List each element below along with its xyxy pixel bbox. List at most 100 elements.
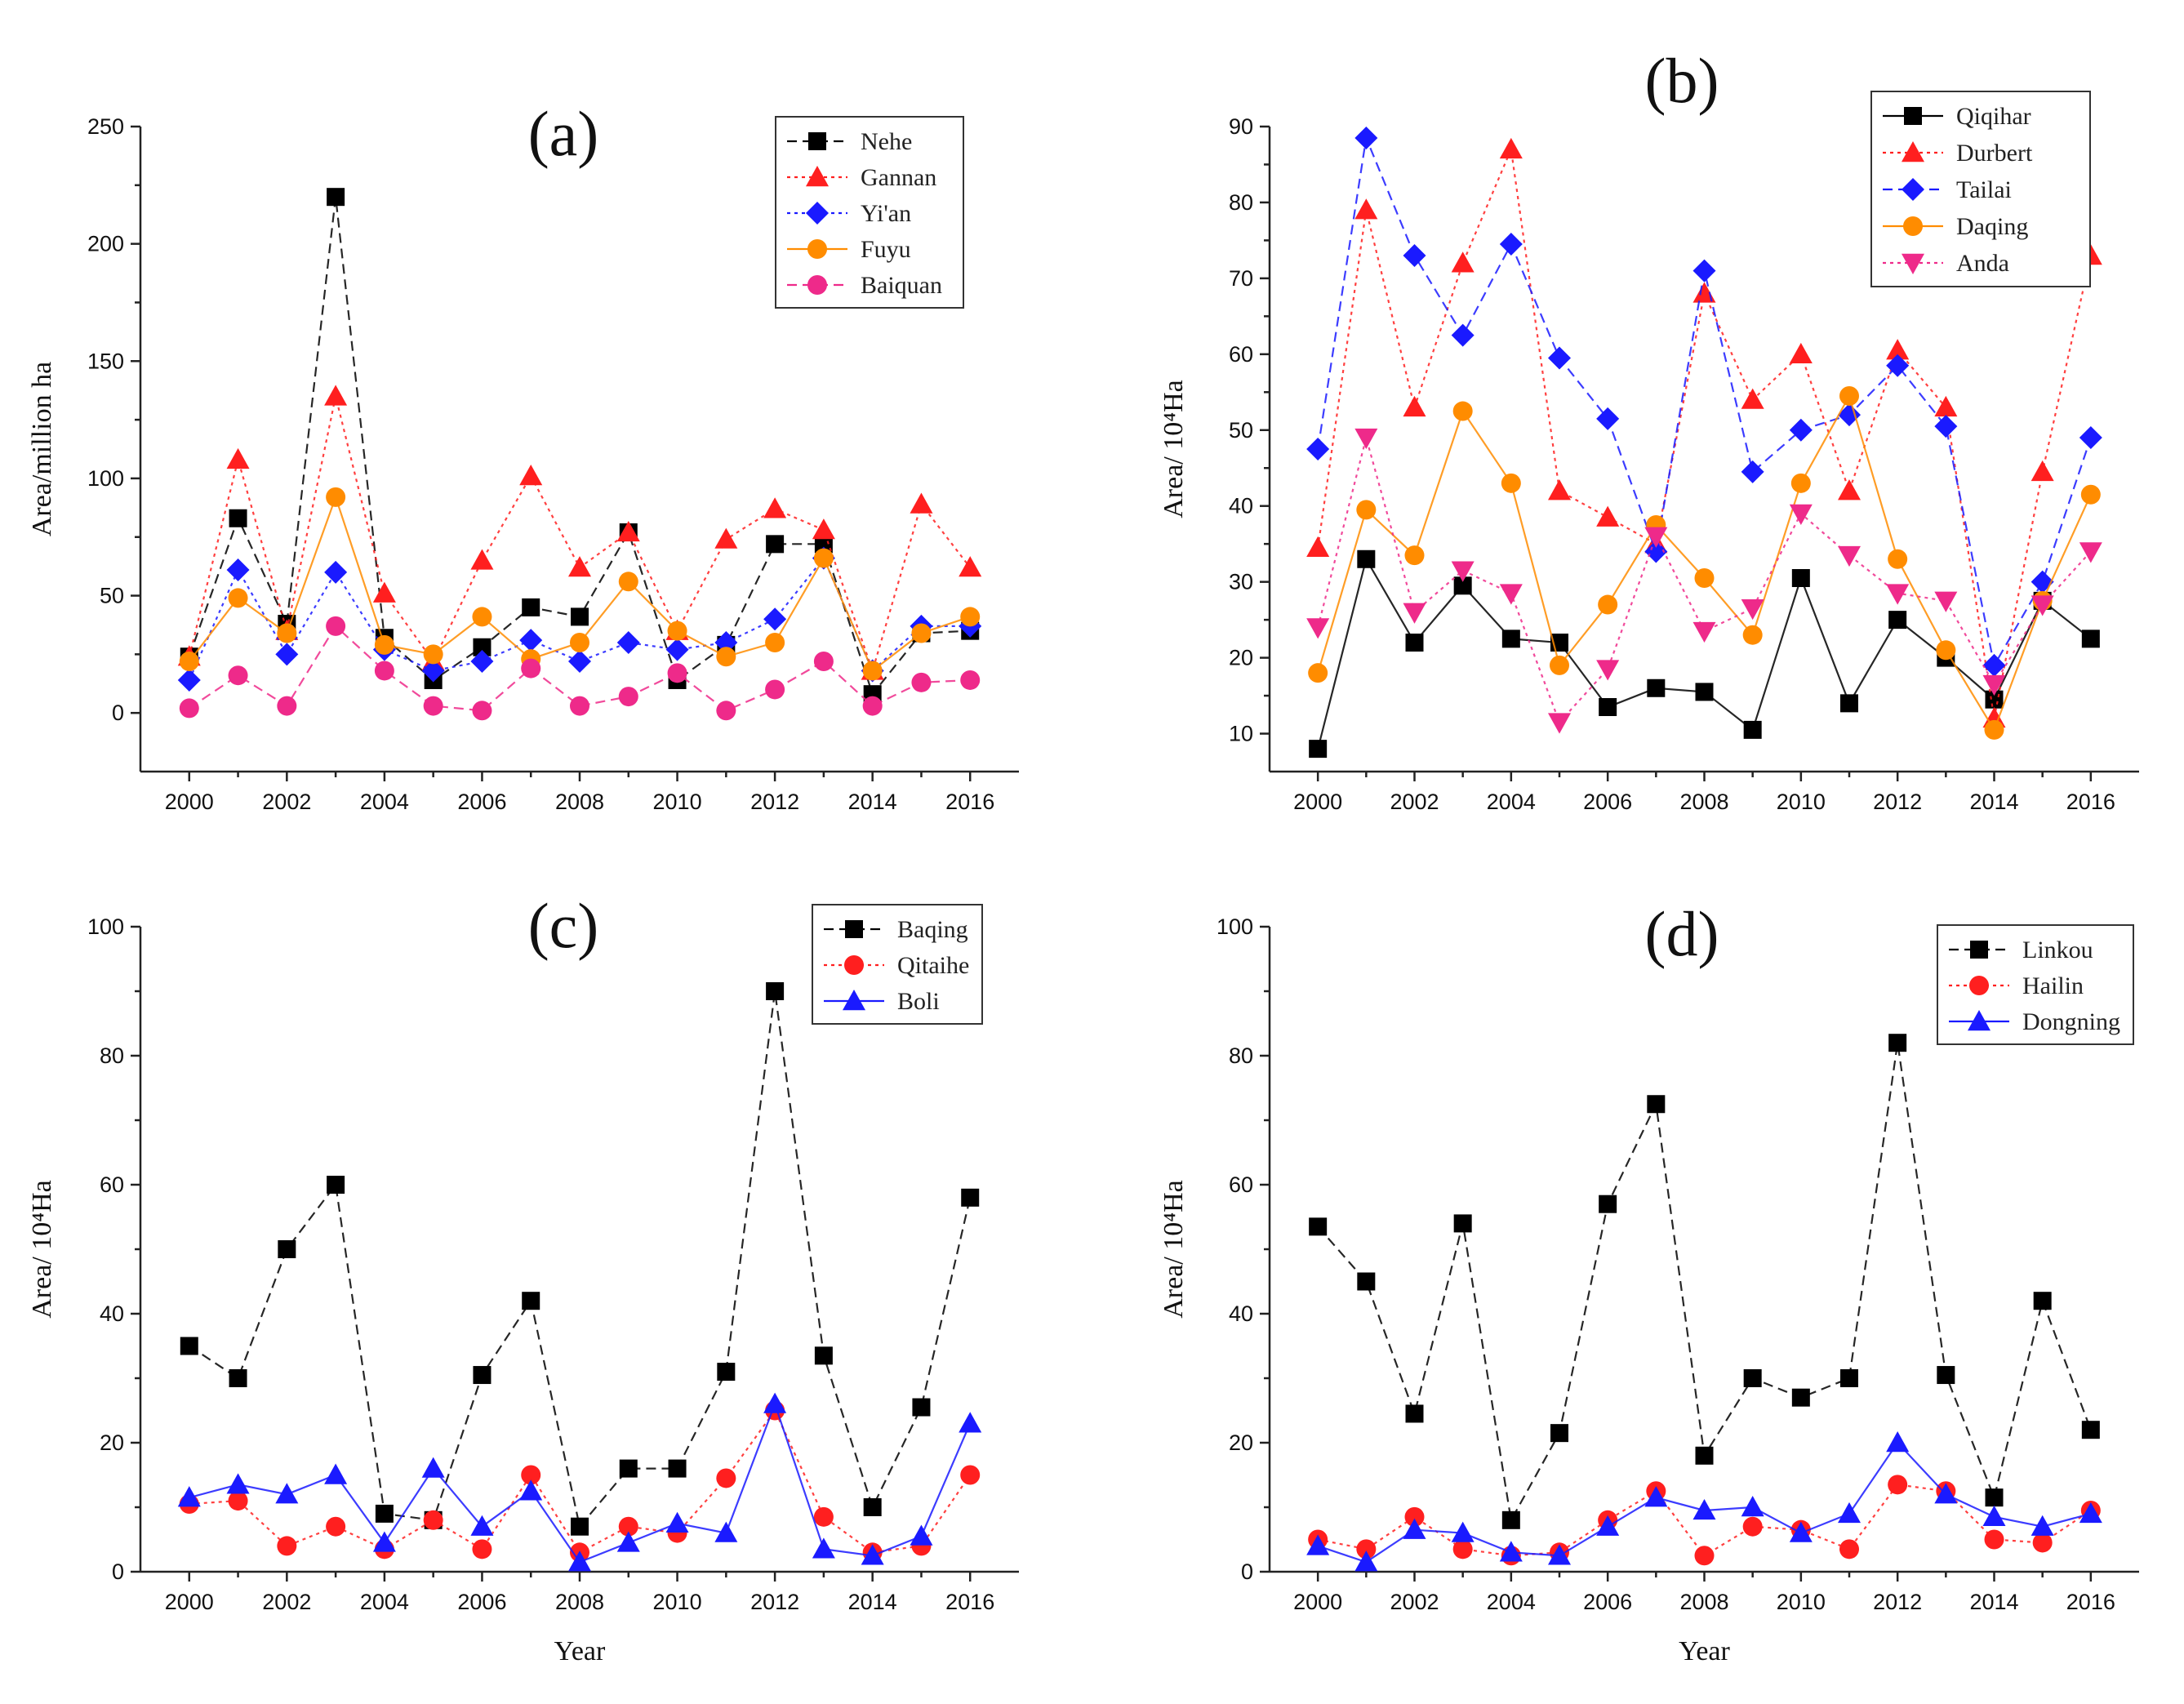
data-point bbox=[2080, 484, 2101, 505]
series-anda bbox=[1306, 428, 2102, 734]
data-point bbox=[568, 556, 591, 577]
data-point bbox=[861, 1544, 884, 1565]
legend: Linkou Hailin Dongning bbox=[1937, 924, 2134, 1045]
data-point bbox=[714, 527, 738, 549]
data-point bbox=[1499, 137, 1523, 159]
x-axis-title: Year bbox=[554, 1636, 606, 1666]
data-point bbox=[1934, 1483, 1958, 1504]
data-point bbox=[1695, 683, 1714, 701]
data-point bbox=[2081, 630, 2100, 648]
series-boli bbox=[177, 1392, 982, 1572]
data-point bbox=[1886, 1431, 1910, 1453]
data-point bbox=[1403, 603, 1426, 624]
data-point bbox=[470, 549, 494, 570]
legend: Nehe Gannan Yi'an Fuyu Baiquan bbox=[775, 116, 964, 309]
data-point bbox=[812, 1537, 835, 1559]
legend-label: Gannan bbox=[861, 164, 936, 191]
series-line bbox=[188, 556, 971, 681]
x-tick-label: 2012 bbox=[750, 790, 799, 814]
y-tick-label: 0 bbox=[112, 1559, 124, 1584]
legend-marker bbox=[1902, 253, 1924, 274]
y-tick-label: 60 bbox=[1229, 1172, 1253, 1197]
y-tick-label: 50 bbox=[1229, 418, 1253, 443]
data-point bbox=[862, 661, 883, 681]
data-point bbox=[1354, 428, 1378, 450]
data-point bbox=[470, 1515, 494, 1536]
y-tick-label: 80 bbox=[1229, 190, 1253, 215]
data-point bbox=[1888, 1034, 1907, 1052]
data-point bbox=[472, 607, 492, 627]
data-point bbox=[1306, 438, 1330, 460]
legend-label: Daqing bbox=[1956, 213, 2028, 240]
y-tick-label: 70 bbox=[1229, 266, 1253, 291]
data-point bbox=[226, 1473, 250, 1494]
legend-label: Baqing bbox=[897, 916, 968, 943]
legend-label: Boli bbox=[897, 988, 940, 1015]
data-point bbox=[180, 1337, 198, 1355]
data-point bbox=[1357, 1272, 1376, 1291]
series-linkou bbox=[1309, 1034, 2100, 1529]
data-point bbox=[1791, 1388, 1810, 1407]
data-point bbox=[1354, 1551, 1378, 1572]
data-point bbox=[1548, 479, 1571, 501]
data-point bbox=[374, 661, 394, 681]
data-point bbox=[1452, 1539, 1473, 1559]
data-point bbox=[911, 623, 932, 643]
x-tick-label: 2008 bbox=[555, 790, 604, 814]
data-point bbox=[1354, 198, 1378, 220]
legend-marker bbox=[806, 202, 829, 225]
legend-marker bbox=[1902, 178, 1924, 201]
x-tick-label: 2006 bbox=[1583, 790, 1632, 814]
data-point bbox=[814, 1346, 833, 1365]
data-point bbox=[1596, 660, 1620, 681]
x-tick-label: 2014 bbox=[1969, 790, 2018, 814]
data-point bbox=[1309, 1217, 1328, 1236]
data-point bbox=[372, 1531, 396, 1552]
data-point bbox=[1934, 395, 1958, 417]
data-point bbox=[1548, 346, 1571, 370]
data-point bbox=[2032, 1533, 2053, 1553]
data-point bbox=[473, 638, 492, 656]
data-point bbox=[2079, 426, 2102, 450]
data-point bbox=[327, 188, 345, 207]
data-point bbox=[1886, 354, 1910, 377]
data-point bbox=[1840, 694, 1858, 713]
legend-marker bbox=[845, 920, 863, 938]
data-point bbox=[862, 696, 883, 716]
data-point bbox=[763, 1392, 787, 1413]
series-line bbox=[1317, 1484, 2092, 1557]
x-tick-label: 2014 bbox=[1969, 1590, 2018, 1614]
data-point bbox=[423, 644, 443, 665]
x-tick-label: 2008 bbox=[1679, 790, 1728, 814]
data-point bbox=[1451, 1521, 1475, 1542]
data-point bbox=[766, 982, 785, 1000]
y-tick-label: 60 bbox=[100, 1172, 124, 1197]
data-point bbox=[374, 634, 394, 655]
data-point bbox=[960, 670, 981, 690]
data-point bbox=[1888, 611, 1907, 630]
data-point bbox=[470, 649, 494, 673]
series-line bbox=[188, 396, 972, 674]
data-point bbox=[519, 465, 543, 486]
data-point bbox=[1596, 505, 1620, 527]
data-point bbox=[1694, 568, 1715, 588]
data-point bbox=[714, 1521, 738, 1542]
y-tick-label: 150 bbox=[87, 349, 124, 373]
data-point bbox=[618, 572, 638, 592]
data-point bbox=[1789, 1521, 1813, 1542]
data-point bbox=[519, 629, 543, 652]
data-point bbox=[326, 1516, 346, 1537]
x-tick-label: 2016 bbox=[945, 1590, 994, 1614]
data-point bbox=[375, 1504, 394, 1523]
data-point bbox=[1403, 1518, 1426, 1539]
data-point bbox=[473, 1366, 492, 1385]
legend-label: Hailin bbox=[2022, 972, 2084, 999]
y-tick-label: 90 bbox=[1229, 114, 1253, 139]
x-tick-label: 2000 bbox=[165, 790, 214, 814]
data-point bbox=[619, 1459, 638, 1478]
x-tick-label: 2016 bbox=[2066, 1590, 2115, 1614]
data-point bbox=[1550, 1424, 1568, 1443]
data-point bbox=[1743, 1369, 1762, 1387]
data-point bbox=[226, 447, 250, 469]
